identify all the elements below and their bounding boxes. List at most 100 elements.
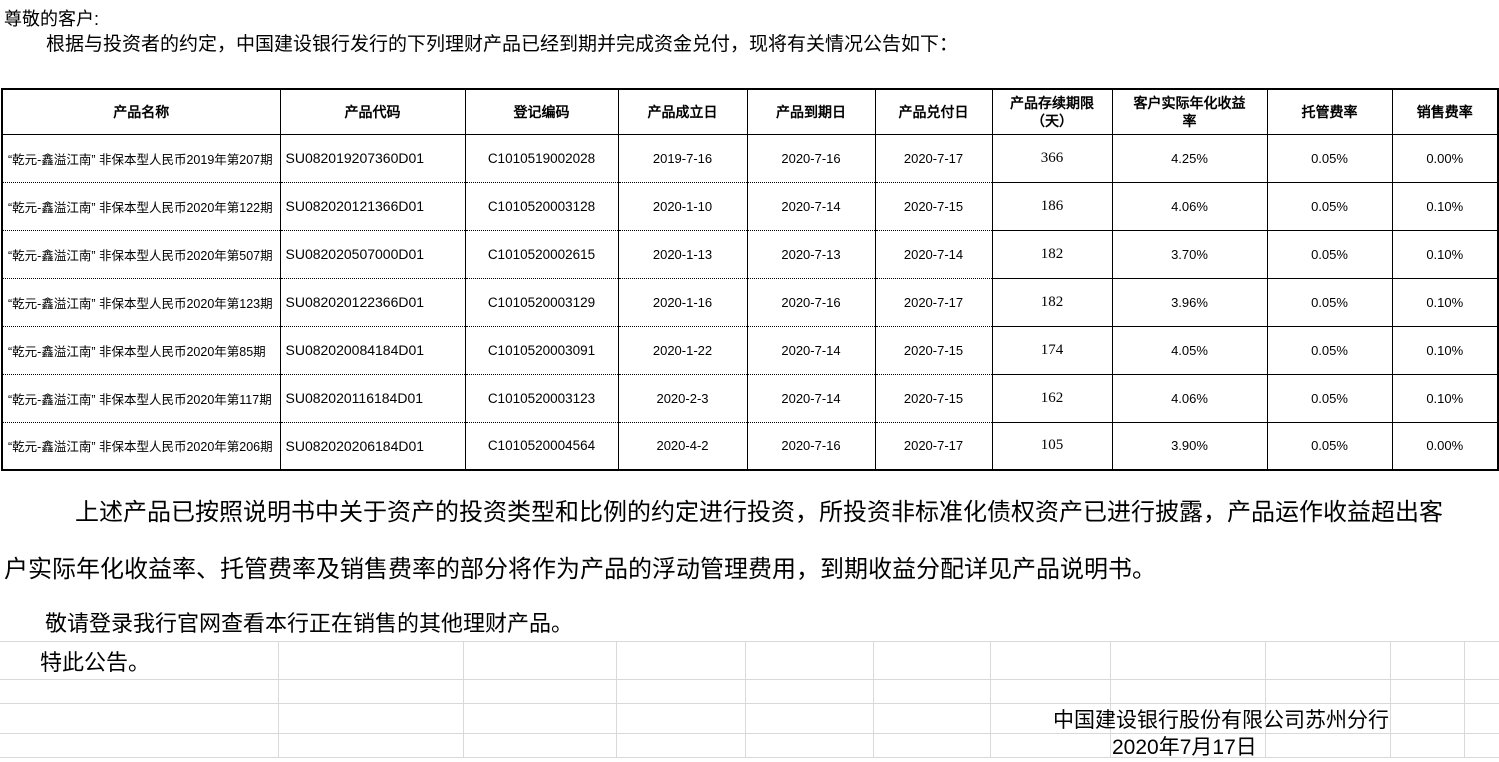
cell-sales-fee-rate: 0.10% [1391, 277, 1499, 327]
table-row: “乾元-鑫溢江南” 非保本型人民币2019年第207期 SU08201920736… [1, 133, 1499, 183]
cell-duration-days: 162 [991, 373, 1113, 423]
cell-product-code: SU082020206184D01 [279, 421, 466, 471]
cell-sales-fee-rate: 0.00% [1391, 421, 1499, 471]
cell-duration-days: 182 [991, 277, 1113, 327]
cell-payment-date: 2020-7-17 [874, 133, 993, 183]
cell-maturity-date: 2020-7-16 [746, 277, 876, 327]
column-header-product-code: 产品代码 [279, 88, 466, 135]
cell-product-code: SU082020121366D01 [279, 181, 466, 231]
cell-product-name: “乾元-鑫溢江南” 非保本型人民币2020年第122期 [1, 181, 281, 231]
cell-sales-fee-rate: 0.00% [1391, 133, 1499, 183]
issuer-signature: 中国建设银行股份有限公司苏州分行 [1053, 709, 1389, 732]
table-row: “乾元-鑫溢江南” 非保本型人民币2020年第123期 SU08202012236… [1, 277, 1499, 327]
intro-paragraph: 根据与投资者的约定，中国建设银行发行的下列理财产品已经到期并完成资金兑付，现将有… [46, 34, 959, 55]
cell-maturity-date: 2020-7-16 [746, 421, 876, 471]
cell-sales-fee-rate: 0.10% [1391, 325, 1499, 375]
cell-registration-code: C1010520003129 [464, 277, 619, 327]
cell-custody-fee-rate: 0.05% [1266, 181, 1393, 231]
cell-maturity-date: 2020-7-14 [746, 325, 876, 375]
cell-custody-fee-rate: 0.05% [1266, 325, 1393, 375]
cell-duration-days: 105 [991, 421, 1113, 471]
gridline-vertical [463, 641, 464, 757]
cell-value-date: 2020-2-3 [617, 373, 748, 423]
column-header-payment-date: 产品兑付日 [874, 88, 993, 135]
table-row: “乾元-鑫溢江南” 非保本型人民币2020年第122期 SU08202012136… [1, 181, 1499, 231]
cell-value-date: 2020-1-13 [617, 229, 748, 279]
cell-product-name: “乾元-鑫溢江南” 非保本型人民币2020年第123期 [1, 277, 281, 327]
column-header-sales-fee-rate: 销售费率 [1391, 88, 1499, 135]
cell-annualized-return: 3.96% [1111, 277, 1268, 327]
column-header-registration-code: 登记编码 [464, 88, 619, 135]
gridline-vertical [1265, 641, 1266, 757]
cell-product-name: “乾元-鑫溢江南” 非保本型人民币2020年第117期 [1, 373, 281, 423]
cell-maturity-date: 2020-7-14 [746, 373, 876, 423]
cell-custody-fee-rate: 0.05% [1266, 277, 1393, 327]
cell-annualized-return: 4.06% [1111, 373, 1268, 423]
cell-custody-fee-rate: 0.05% [1266, 421, 1393, 471]
table-row: “乾元-鑫溢江南” 非保本型人民币2020年第85期 SU082020084184… [1, 325, 1499, 375]
promo-line: 敬请登录我行官网查看本行正在销售的其他理财产品。 [45, 611, 574, 636]
column-header-maturity-date: 产品到期日 [746, 88, 876, 135]
cell-annualized-return: 4.05% [1111, 325, 1268, 375]
gridline-vertical [616, 641, 617, 757]
cell-value-date: 2020-4-2 [617, 421, 748, 471]
gridline-horizontal [0, 641, 1499, 642]
column-header-duration-days: 产品存续期限 （天） [991, 88, 1113, 135]
cell-custody-fee-rate: 0.05% [1266, 133, 1393, 183]
products-table: 产品名称 产品代码 登记编码 产品成立日 产品到期日 产品兑付日 产品存续期限 （天） 客户实… [1, 88, 1499, 471]
cell-product-code: SU082019207360D01 [279, 133, 466, 183]
cell-annualized-return: 4.25% [1111, 133, 1268, 183]
cell-annualized-return: 3.70% [1111, 229, 1268, 279]
gridline-vertical [1110, 641, 1111, 757]
cell-maturity-date: 2020-7-14 [746, 181, 876, 231]
cell-value-date: 2020-1-10 [617, 181, 748, 231]
gridline-vertical [873, 641, 874, 757]
table-row: “乾元-鑫溢江南” 非保本型人民币2020年第206期 SU08202020618… [1, 421, 1499, 471]
cell-registration-code: C1010520003128 [464, 181, 619, 231]
column-header-value-date: 产品成立日 [617, 88, 748, 135]
column-header-custody-fee-rate: 托管费率 [1266, 88, 1393, 135]
gridline-horizontal [0, 679, 1499, 680]
cell-value-date: 2020-1-16 [617, 277, 748, 327]
cell-registration-code: C1010520003123 [464, 373, 619, 423]
cell-maturity-date: 2020-7-16 [746, 133, 876, 183]
cell-product-name: “乾元-鑫溢江南” 非保本型人民币2019年第207期 [1, 133, 281, 183]
gridline-vertical [990, 641, 991, 757]
cell-custody-fee-rate: 0.05% [1266, 373, 1393, 423]
cell-duration-days: 174 [991, 325, 1113, 375]
cell-product-code: SU082020084184D01 [279, 325, 466, 375]
cell-registration-code: C1010520004564 [464, 421, 619, 471]
cell-payment-date: 2020-7-14 [874, 229, 993, 279]
cell-product-name: “乾元-鑫溢江南” 非保本型人民币2020年第206期 [1, 421, 281, 471]
cell-payment-date: 2020-7-17 [874, 277, 993, 327]
cell-value-date: 2020-1-22 [617, 325, 748, 375]
gridline-vertical [1390, 641, 1391, 757]
cell-sales-fee-rate: 0.10% [1391, 229, 1499, 279]
cell-duration-days: 366 [991, 133, 1113, 183]
cell-maturity-date: 2020-7-13 [746, 229, 876, 279]
cell-payment-date: 2020-7-17 [874, 421, 993, 471]
cell-duration-days: 182 [991, 229, 1113, 279]
gridline-vertical [745, 641, 746, 757]
cell-product-name: “乾元-鑫溢江南” 非保本型人民币2020年第507期 [1, 229, 281, 279]
cell-custody-fee-rate: 0.05% [1266, 229, 1393, 279]
disclosure-line-2: 户实际年化收益率、托管费率及销售费率的部分将作为产品的浮动管理费用，到期收益分配… [4, 556, 1156, 583]
cell-product-code: SU082020116184D01 [279, 373, 466, 423]
cell-annualized-return: 3.90% [1111, 421, 1268, 471]
gridline-vertical [1464, 641, 1465, 757]
column-header-annualized-return: 客户实际年化收益 率 [1111, 88, 1268, 135]
cell-registration-code: C1010520002615 [464, 229, 619, 279]
cell-duration-days: 186 [991, 181, 1113, 231]
cell-annualized-return: 4.06% [1111, 181, 1268, 231]
cell-product-code: SU082020507000D01 [279, 229, 466, 279]
cell-product-code: SU082020122366D01 [279, 277, 466, 327]
cell-sales-fee-rate: 0.10% [1391, 181, 1499, 231]
cell-payment-date: 2020-7-15 [874, 181, 993, 231]
cell-sales-fee-rate: 0.10% [1391, 373, 1499, 423]
cell-registration-code: C1010520003091 [464, 325, 619, 375]
table-header-row: 产品名称 产品代码 登记编码 产品成立日 产品到期日 产品兑付日 产品存续期限 （天） 客户实… [1, 88, 1499, 135]
cell-payment-date: 2020-7-15 [874, 325, 993, 375]
table-row: “乾元-鑫溢江南” 非保本型人民币2020年第117期 SU08202011618… [1, 373, 1499, 423]
salutation: 尊敬的客户: [4, 9, 100, 29]
